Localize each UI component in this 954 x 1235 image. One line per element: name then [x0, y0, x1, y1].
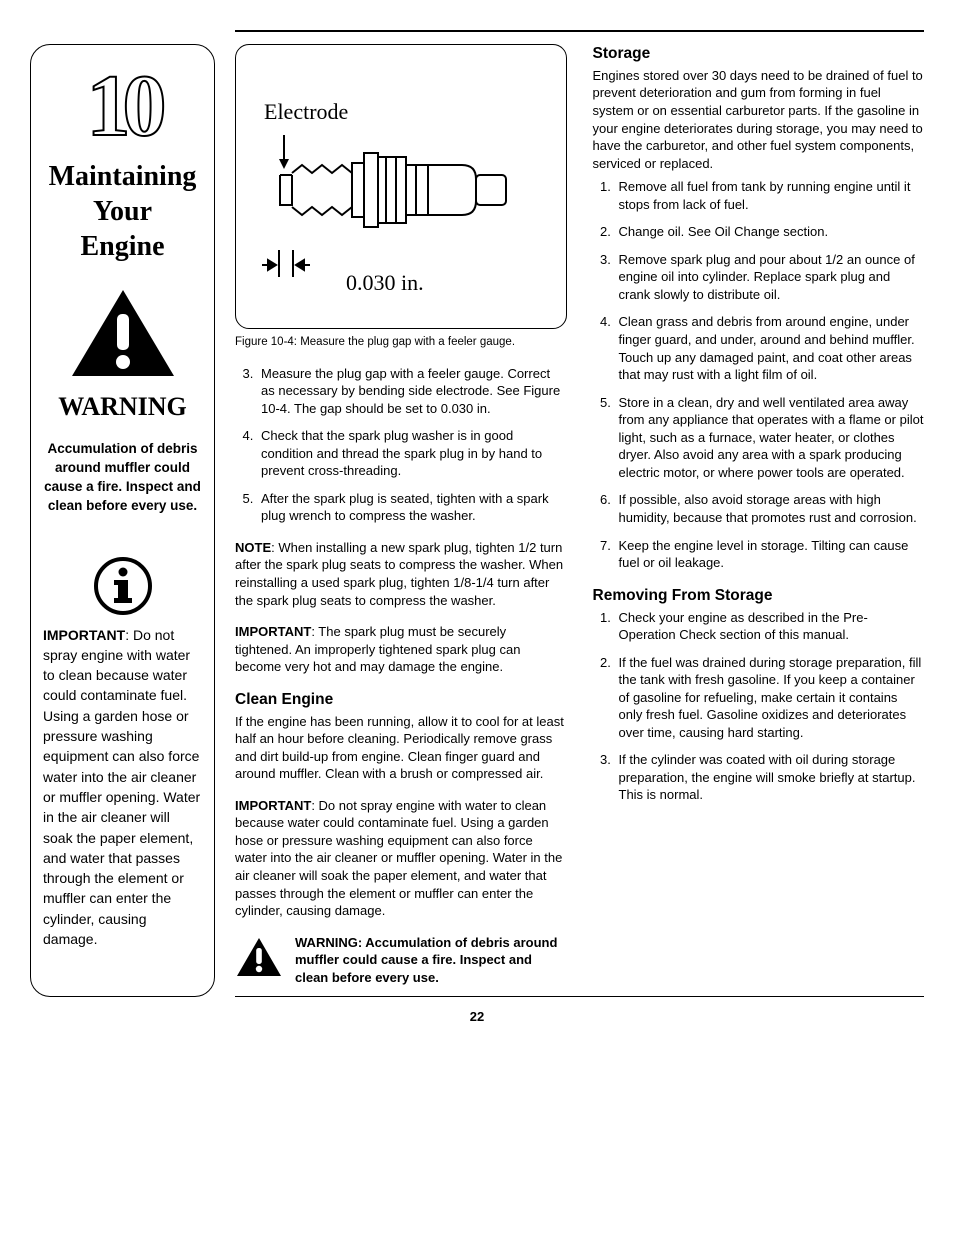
column-2: Storage Engines stored over 30 days need… — [593, 44, 925, 986]
electrode-label: Electrode — [264, 97, 348, 127]
storage-step-1: Remove all fuel from tank by running eng… — [615, 178, 925, 213]
important-lead-1: IMPORTANT — [235, 624, 311, 639]
storage-step-3: Remove spark plug and pour about 1/2 an … — [615, 251, 925, 304]
storage-step-6: If possible, also avoid storage areas wi… — [615, 491, 925, 526]
note-paragraph: NOTE: When installing a new spark plug, … — [235, 539, 567, 609]
main-content: Electrode — [235, 44, 924, 997]
important-lead-2: IMPORTANT — [235, 798, 311, 813]
removing-step-1: Check your engine as described in the Pr… — [615, 609, 925, 644]
storage-step-5: Store in a clean, dry and well ventilate… — [615, 394, 925, 482]
figure-box: Electrode — [235, 44, 567, 329]
removing-step-2: If the fuel was drained during storage p… — [615, 654, 925, 742]
sidebar-title: Maintaining Your Engine — [43, 159, 202, 264]
warning-label: WARNING — [43, 392, 202, 422]
warning-triangle-icon — [235, 936, 283, 978]
top-rule — [235, 30, 924, 32]
important-paragraph-1: IMPORTANT: The spark plug must be secure… — [235, 623, 567, 676]
clean-engine-p1: If the engine has been running, allow it… — [235, 713, 567, 783]
sidebar: 10 Maintaining Your Engine WARNING Accum… — [30, 44, 215, 997]
important-body: : Do not spray engine with water to clea… — [43, 627, 200, 947]
storage-step-2: Change oil. See Oil Change section. — [615, 223, 925, 241]
important-paragraph-2: IMPORTANT: Do not spray engine with wate… — [235, 797, 567, 920]
important-body-2: : Do not spray engine with water to clea… — [235, 798, 562, 918]
storage-heading: Storage — [593, 44, 925, 65]
sidebar-important: IMPORTANT: Do not spray engine with wate… — [43, 625, 202, 950]
step-5: After the spark plug is seated, tighten … — [257, 490, 567, 525]
warning-triangle-icon — [43, 286, 202, 386]
removing-steps: Check your engine as described in the Pr… — [593, 609, 925, 804]
spark-plug-steps: Measure the plug gap with a feeler gauge… — [235, 365, 567, 525]
removing-step-3: If the cylinder was coated with oil duri… — [615, 751, 925, 804]
page-layout: 10 Maintaining Your Engine WARNING Accum… — [30, 44, 924, 997]
note-lead: NOTE — [235, 540, 271, 555]
title-line-1: Maintaining — [49, 161, 197, 192]
inline-warning-text: WARNING: Accumulation of debris around m… — [295, 934, 567, 987]
clean-engine-heading: Clean Engine — [235, 690, 567, 711]
note-body: : When installing a new spark plug, tigh… — [235, 540, 563, 608]
gap-dimension-label: 0.030 in. — [346, 268, 424, 298]
column-1: Electrode — [235, 44, 567, 986]
info-icon — [43, 556, 202, 621]
title-line-2: Your — [93, 196, 152, 227]
step-3: Measure the plug gap with a feeler gauge… — [257, 365, 567, 418]
page-number: 22 — [30, 1009, 924, 1024]
storage-intro: Engines stored over 30 days need to be d… — [593, 67, 925, 172]
removing-heading: Removing From Storage — [593, 586, 925, 607]
title-line-3: Engine — [80, 231, 164, 262]
important-lead: IMPORTANT — [43, 627, 125, 643]
figure-caption: Figure 10-4: Measure the plug gap with a… — [235, 335, 567, 351]
storage-steps: Remove all fuel from tank by running eng… — [593, 178, 925, 571]
storage-step-4: Clean grass and debris from around engin… — [615, 313, 925, 383]
sidebar-warning-text: Accumulation of debris around muffler co… — [43, 440, 202, 516]
chapter-number: 10 — [43, 63, 202, 151]
spark-plug-diagram — [262, 135, 532, 285]
inline-warning: WARNING: Accumulation of debris around m… — [235, 934, 567, 987]
step-4: Check that the spark plug washer is in g… — [257, 427, 567, 480]
storage-step-7: Keep the engine level in storage. Tiltin… — [615, 537, 925, 572]
